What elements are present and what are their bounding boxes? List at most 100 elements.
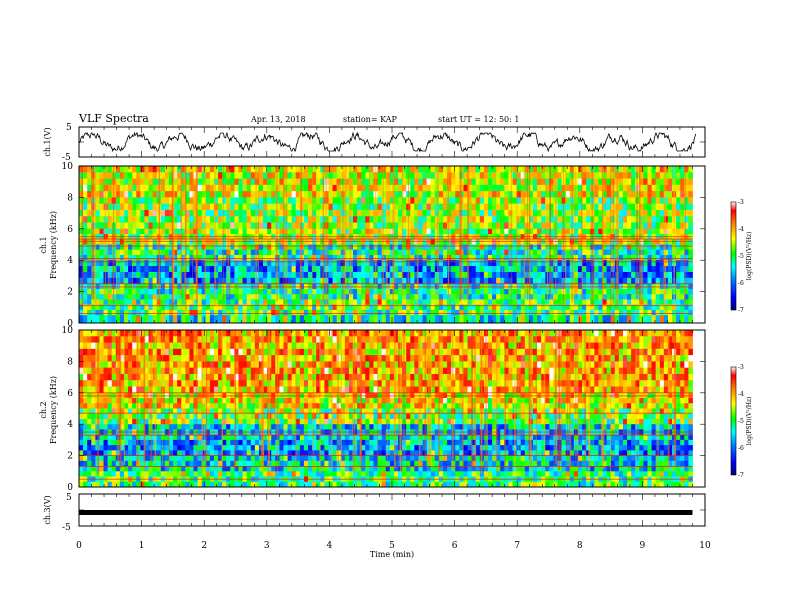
spectrogram-cell xyxy=(95,239,100,245)
spectrogram-cell xyxy=(303,266,309,273)
spectrogram-cell xyxy=(643,222,648,230)
spectrogram-cell xyxy=(598,266,603,273)
spectrogram-cell xyxy=(168,222,174,230)
spectrogram-cell xyxy=(160,294,166,300)
spectrogram-cell xyxy=(496,203,501,211)
spectrogram-cell xyxy=(365,244,370,251)
spectrogram-cell xyxy=(594,266,599,273)
spectrogram-cell xyxy=(438,336,444,343)
spectrogram-cell xyxy=(258,191,264,198)
spectrogram-cell xyxy=(148,184,154,192)
spectrogram-cell xyxy=(87,336,92,343)
spectrogram-cell xyxy=(541,184,546,192)
spectrogram-cell xyxy=(479,178,485,186)
spectrogram-cell xyxy=(189,228,194,235)
spectrogram-cell xyxy=(406,330,411,337)
spectrogram-cell xyxy=(177,191,182,198)
spectrogram-cell xyxy=(148,266,154,273)
spectrogram-cell xyxy=(177,266,182,273)
spectrogram-cell xyxy=(618,266,624,273)
spectrogram-cell xyxy=(353,309,358,316)
spectrogram-cell xyxy=(111,336,117,343)
spectrogram-cell xyxy=(271,260,276,267)
spectrogram-cell xyxy=(631,203,636,211)
spectrogram-cell xyxy=(647,277,652,285)
spectrogram-cell xyxy=(344,254,350,261)
spectrogram-cell xyxy=(667,228,673,235)
spectrogram-cell xyxy=(647,315,652,324)
spectrogram-cell xyxy=(676,228,681,235)
spectrogram-cell xyxy=(287,348,293,356)
spectrogram-cell xyxy=(357,277,362,285)
spectrogram-cell xyxy=(119,299,125,306)
spectrogram-cell xyxy=(549,209,554,217)
spectrogram-cell xyxy=(532,309,538,316)
spectrogram-cell xyxy=(528,271,534,279)
spectrogram-cell xyxy=(622,336,628,343)
spectrogram-cell xyxy=(377,304,383,311)
spectrogram-cell xyxy=(369,304,374,311)
spectrogram-cell xyxy=(353,348,358,356)
spectrogram-cell xyxy=(443,260,448,267)
spectrogram-cell xyxy=(185,294,190,300)
spectrogram-cell xyxy=(582,304,587,311)
spectrogram-streak xyxy=(214,166,217,306)
spectrogram-cell xyxy=(258,222,264,230)
spectrogram-cell xyxy=(99,228,104,235)
spectrogram-cell xyxy=(684,299,689,306)
spectrogram-cell xyxy=(197,191,203,198)
spectrogram-cell xyxy=(582,315,587,324)
spectrogram-cell xyxy=(467,348,473,356)
spectrogram-cell xyxy=(377,228,383,235)
spectrogram-cell xyxy=(422,209,428,217)
spectrogram-cell xyxy=(189,348,194,356)
spectrogram-cell xyxy=(123,304,129,311)
spectrogram-cell xyxy=(512,184,518,192)
spectrogram-cell xyxy=(213,249,219,256)
spectrogram-cell xyxy=(144,228,149,235)
spectrogram-cell xyxy=(287,342,293,350)
spectrogram-cell xyxy=(181,330,186,337)
spectrogram-cell xyxy=(410,166,415,173)
spectrogram-cell xyxy=(295,304,301,311)
spectrogram-cell xyxy=(483,239,489,245)
spectrogram-streak xyxy=(527,166,528,300)
spectrogram-cell xyxy=(328,191,333,198)
spectrogram-cell xyxy=(181,172,186,179)
spectrogram-cell xyxy=(365,239,370,245)
spectrogram-cell xyxy=(361,249,366,256)
spectrogram-cell xyxy=(99,342,104,350)
spectrogram-cell xyxy=(434,336,440,343)
spectrogram-cell xyxy=(238,244,243,251)
spectrogram-cell xyxy=(136,342,141,350)
spectrogram-cell xyxy=(189,330,194,337)
spectrogram-cell xyxy=(148,304,154,311)
spectrogram-cell xyxy=(226,348,231,356)
spectrogram-cell xyxy=(173,294,178,300)
spectrogram-cell xyxy=(557,172,562,179)
spectrogram-cell xyxy=(655,216,661,223)
spectrogram-cell xyxy=(357,222,362,230)
spectrogram-cell xyxy=(561,277,567,285)
spectrogram-cell xyxy=(430,266,436,273)
spectrogram-cell xyxy=(557,178,562,186)
spectrogram-ytick-label: 4 xyxy=(67,256,73,266)
spectrogram-cell xyxy=(438,277,444,285)
spectrogram-cell xyxy=(213,191,219,198)
spectrogram-cell xyxy=(279,254,284,261)
date-label: Apr. 13, 2018 xyxy=(250,115,306,124)
spectrogram-cell xyxy=(168,336,174,343)
spectrogram-cell xyxy=(99,277,104,285)
spectrogram-cell xyxy=(667,288,673,295)
spectrogram-cell xyxy=(291,244,297,251)
spectrogram-cell xyxy=(79,266,84,273)
spectrogram-cell xyxy=(406,304,411,311)
spectrogram-cell xyxy=(520,271,526,279)
spectrogram-cell xyxy=(389,254,395,261)
spectrogram-cell xyxy=(577,271,583,279)
spectrogram-cell xyxy=(267,271,272,279)
spectrogram-cell xyxy=(496,330,501,337)
spectrogram-cell xyxy=(447,299,452,306)
spectrogram-cell xyxy=(467,266,473,273)
spectrogram-cell xyxy=(344,222,350,230)
